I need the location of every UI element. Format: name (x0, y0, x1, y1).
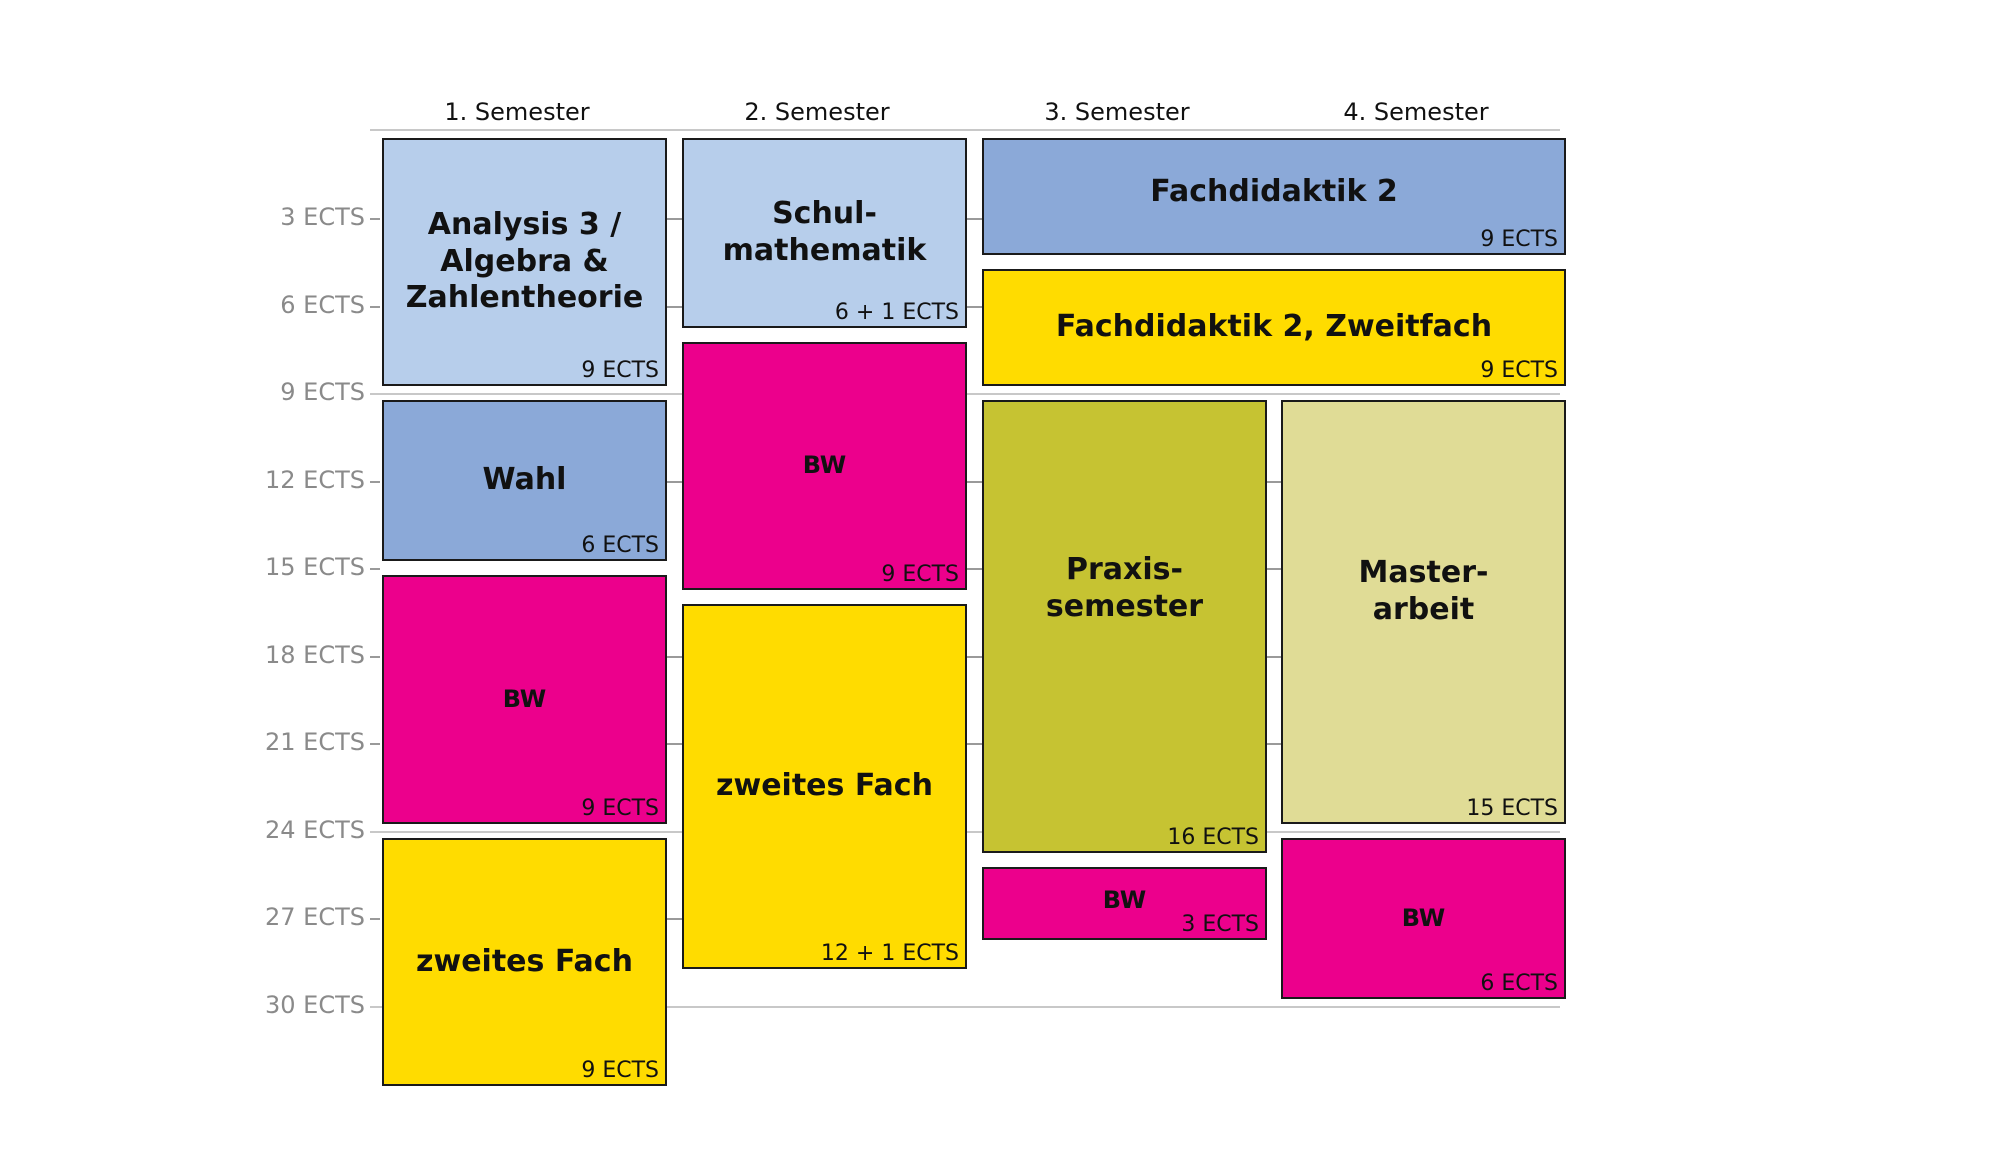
tick-gap12-27 (667, 918, 682, 920)
y-label-24: 24 ECTS (265, 816, 365, 844)
tick-gap23-12 (967, 481, 982, 483)
module-title: BW (1102, 885, 1147, 914)
tick-gap23-3 (967, 218, 982, 220)
tick-gap12-21 (667, 743, 682, 745)
module-ects: 6 ECTS (581, 533, 659, 558)
module-ects: 16 ECTS (1167, 825, 1259, 850)
module-title: Praxis- semester (1045, 551, 1204, 624)
module-title: Fachdidaktik 2, Zweitfach (1055, 309, 1493, 345)
module-ects: 6 + 1 ECTS (834, 300, 959, 325)
module-ects: 9 ECTS (581, 1058, 659, 1083)
y-label-3: 3 ECTS (280, 203, 365, 231)
y-label-9: 9 ECTS (280, 378, 365, 406)
y-label-15: 15 ECTS (265, 553, 365, 581)
module-title: Wahl (482, 462, 567, 498)
tick-left-21 (370, 743, 380, 745)
tick-left-15 (370, 568, 380, 570)
module-title: Master- arbeit (1358, 555, 1489, 627)
module-ects: 6 ECTS (1480, 971, 1558, 996)
tick-left-3 (370, 218, 380, 220)
tick-gap34-15 (1266, 568, 1281, 570)
module-ects: 15 ECTS (1466, 796, 1558, 821)
y-label-30: 30 ECTS (265, 991, 365, 1019)
module-title: BW (1401, 903, 1446, 932)
tick-gap23-6 (967, 306, 982, 308)
y-label-21: 21 ECTS (265, 728, 365, 756)
semester-header-1: 1. Semester (444, 98, 590, 126)
y-label-18: 18 ECTS (265, 641, 365, 669)
module-ects: 9 ECTS (581, 796, 659, 821)
tick-gap23-21 (967, 743, 982, 745)
module-schulmathematik: Schul- mathematik 6 + 1 ECTS (682, 138, 967, 328)
tick-gap12-18 (667, 656, 682, 658)
module-ects: 9 ECTS (581, 358, 659, 383)
module-title: BW (802, 451, 847, 480)
module-bw-semester-2: BW 9 ECTS (682, 342, 967, 590)
module-fachdidaktik-2: Fachdidaktik 2 9 ECTS (982, 138, 1566, 255)
module-title: Schul- mathematik (722, 196, 927, 268)
rule-30-ects (370, 1006, 1560, 1008)
module-title: zweites Fach (716, 768, 933, 804)
tick-left-12 (370, 481, 380, 483)
module-title: BW (502, 684, 547, 713)
module-praxissemester: Praxis- semester 16 ECTS (982, 400, 1267, 853)
tick-gap34-12 (1266, 481, 1281, 483)
module-ects: 9 ECTS (1480, 227, 1558, 252)
module-ects: 9 ECTS (1480, 358, 1558, 383)
tick-gap34-18 (1266, 656, 1281, 658)
module-bw-semester-4: BW 6 ECTS (1281, 838, 1566, 999)
tick-gap23-15 (967, 568, 982, 570)
module-bw-semester-1: BW 9 ECTS (382, 575, 667, 824)
module-zweites-fach-semester-2: zweites Fach 12 + 1 ECTS (682, 604, 967, 969)
module-fachdidaktik-2-zweitfach: Fachdidaktik 2, Zweitfach 9 ECTS (982, 269, 1566, 386)
tick-gap12-3 (667, 218, 682, 220)
tick-gap12-12 (667, 481, 682, 483)
module-ects: 9 ECTS (881, 562, 959, 587)
tick-left-27 (370, 918, 380, 920)
module-analysis-algebra: Analysis 3 / Algebra & Zahlentheorie 9 E… (382, 138, 667, 386)
module-ects: 12 + 1 ECTS (820, 941, 959, 966)
module-ects: 3 ECTS (1181, 912, 1259, 937)
module-bw-semester-3: BW 3 ECTS (982, 867, 1267, 940)
y-label-6: 6 ECTS (280, 291, 365, 319)
header-rule (370, 129, 1560, 131)
y-label-27: 27 ECTS (265, 903, 365, 931)
module-masterarbeit: Master- arbeit 15 ECTS (1281, 400, 1566, 824)
tick-gap12-6 (667, 306, 682, 308)
module-zweites-fach-semester-1: zweites Fach 9 ECTS (382, 838, 667, 1086)
module-title: Fachdidaktik 2 (1150, 174, 1398, 210)
tick-left-6 (370, 306, 380, 308)
semester-header-3: 3. Semester (1044, 98, 1190, 126)
module-title: Analysis 3 / Algebra & Zahlentheorie (405, 207, 644, 316)
semester-header-2: 2. Semester (744, 98, 890, 126)
tick-left-18 (370, 656, 380, 658)
semester-header-4: 4. Semester (1343, 98, 1489, 126)
module-wahl: Wahl 6 ECTS (382, 400, 667, 561)
tick-gap34-21 (1266, 743, 1281, 745)
module-title: zweites Fach (416, 943, 633, 979)
y-label-12: 12 ECTS (265, 466, 365, 494)
tick-gap23-18 (967, 656, 982, 658)
